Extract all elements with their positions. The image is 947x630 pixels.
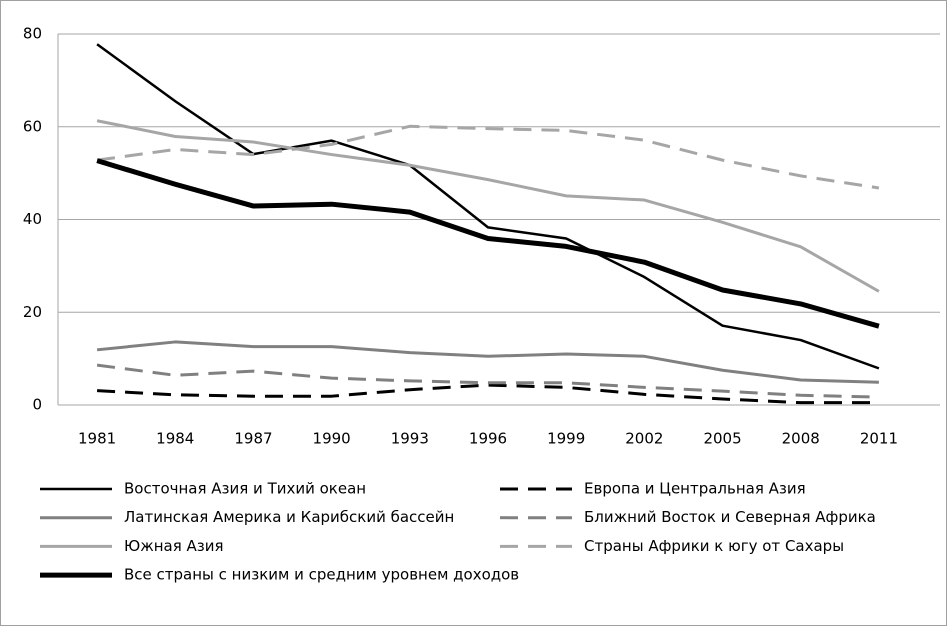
x-tick-label: 1999 [547,430,585,448]
y-tick-label: 80 [23,25,42,43]
x-tick-label: 1993 [391,430,429,448]
series-line [96,340,879,384]
x-tick-label: 2002 [625,430,663,448]
x-tick-label: 1990 [313,430,351,448]
x-tick-label: 1981 [78,430,116,448]
legend-label: Все страны с низким и средним уровнем до… [124,566,519,584]
series-line [96,119,880,293]
x-tick-label: 1987 [234,430,272,448]
series-line [96,363,879,399]
series-line [96,43,880,370]
y-tick-label: 40 [23,210,42,228]
x-tick-label: 1984 [156,430,194,448]
x-tick-label: 2005 [703,430,741,448]
x-tick-label: 2011 [860,430,898,448]
legend-label: Латинская Америка и Карибский бассейн [124,508,454,526]
legend-label: Страны Африки к югу от Сахары [584,537,844,555]
y-tick-label: 60 [23,117,42,135]
legend-label: Южная Азия [124,537,224,555]
legend-label: Восточная Азия и Тихий океан [124,480,366,498]
y-tick-label: 20 [23,303,42,321]
x-tick-label: 2008 [782,430,820,448]
y-tick-label: 0 [32,396,42,414]
legend-label: Европа и Центральная Азия [584,480,806,498]
series-line [96,124,880,190]
x-tick-label: 1996 [469,430,507,448]
series-line [97,383,879,405]
legend-label: Ближний Восток и Северная Африка [584,508,876,526]
series-line [96,158,880,329]
